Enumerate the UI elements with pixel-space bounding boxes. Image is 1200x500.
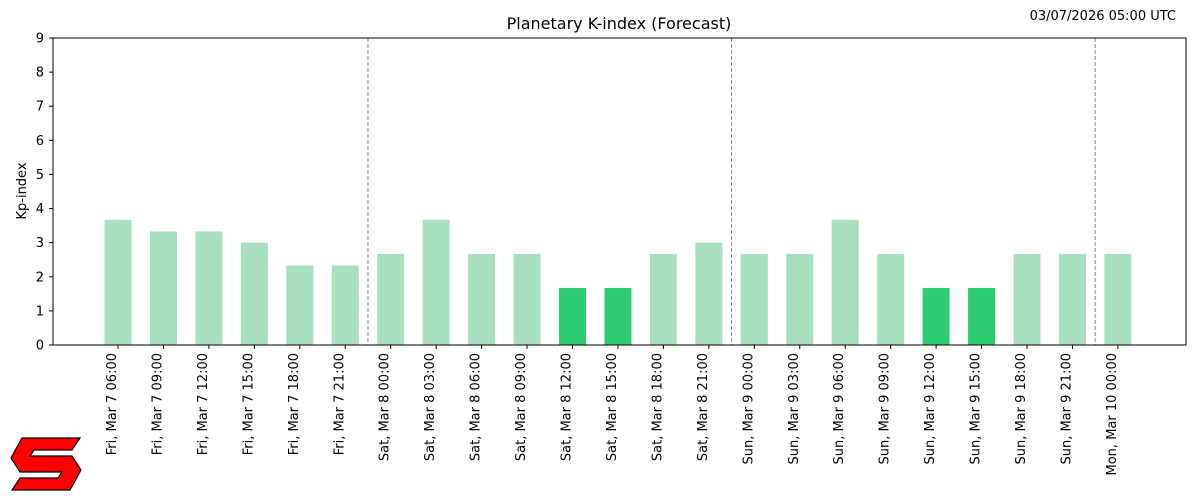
chart-title: Planetary K-index (Forecast) — [507, 14, 732, 33]
y-axis-label: Kp-index — [15, 162, 30, 219]
bar — [740, 253, 768, 345]
x-tick-label: Sun, Mar 9 09:00 — [878, 353, 893, 465]
red-s-logo-icon — [10, 437, 82, 491]
x-tick-label: Sun, Mar 9 00:00 — [741, 353, 756, 465]
x-axis: Fri, Mar 7 06:00 Fri, Mar 7 09:00 Fri, Mar… — [105, 345, 1120, 475]
bar — [149, 231, 177, 345]
bar — [331, 265, 359, 345]
bar — [286, 265, 314, 345]
bar — [104, 219, 132, 345]
x-tick-label: Sat, Mar 8 21:00 — [696, 353, 711, 461]
day-dividers — [367, 38, 1096, 345]
x-tick-label: Sun, Mar 9 18:00 — [1014, 353, 1029, 465]
bar — [513, 253, 541, 345]
bar — [377, 253, 405, 345]
bar — [240, 242, 268, 345]
x-tick-label: Sat, Mar 8 06:00 — [469, 353, 484, 461]
bar — [195, 231, 223, 345]
y-tick-label: 4 — [36, 202, 44, 217]
x-tick-label: Sat, Mar 8 09:00 — [514, 353, 529, 461]
y-tick-label: 6 — [36, 134, 44, 149]
x-tick-label: Sat, Mar 8 15:00 — [605, 353, 620, 461]
bar — [1013, 253, 1041, 345]
x-tick-label: Sat, Mar 8 18:00 — [650, 353, 665, 461]
x-tick-label: Sun, Mar 9 12:00 — [923, 353, 938, 465]
bar — [604, 288, 632, 345]
x-tick-label: Fri, Mar 7 06:00 — [105, 353, 120, 455]
x-tick-label: Sun, Mar 9 21:00 — [1059, 353, 1074, 465]
bar — [695, 242, 723, 345]
x-tick-label: Sat, Mar 8 12:00 — [560, 353, 575, 461]
bar — [468, 253, 496, 345]
plot-frame — [52, 37, 1187, 346]
forecast-timestamp: 03/07/2026 05:00 UTC — [1029, 9, 1176, 24]
bar — [559, 288, 586, 345]
x-tick-label: Fri, Mar 7 18:00 — [287, 353, 302, 455]
x-tick-label: Sun, Mar 9 06:00 — [832, 353, 847, 465]
x-tick-label: Fri, Mar 7 12:00 — [196, 353, 211, 455]
y-tick-label: 2 — [36, 270, 44, 285]
bar — [422, 219, 450, 345]
y-tick-label: 1 — [36, 304, 44, 319]
y-tick-label: 0 — [36, 339, 44, 354]
y-tick-label: 7 — [36, 100, 44, 115]
bar — [877, 253, 905, 345]
bar — [968, 288, 996, 345]
bar — [786, 253, 814, 345]
bar — [922, 288, 950, 345]
x-tick-label: Sun, Mar 9 15:00 — [969, 353, 984, 465]
y-tick-label: 9 — [36, 32, 44, 47]
bar — [1104, 253, 1132, 345]
x-tick-label: Sun, Mar 9 03:00 — [787, 353, 802, 465]
bar — [831, 219, 859, 345]
bars — [104, 219, 1132, 345]
x-tick-label: Fri, Mar 7 21:00 — [332, 353, 347, 455]
x-tick-label: Sat, Mar 8 00:00 — [378, 353, 393, 461]
y-tick-label: 3 — [36, 236, 44, 251]
x-tick-label: Sat, Mar 8 03:00 — [423, 353, 438, 461]
x-tick-label: Mon, Mar 10 00:00 — [1105, 353, 1120, 475]
y-tick-label: 5 — [36, 168, 44, 183]
y-axis: 0 1 2 3 4 5 6 7 8 9 — [36, 32, 53, 354]
x-tick-label: Fri, Mar 7 15:00 — [241, 353, 256, 455]
bar — [649, 253, 677, 345]
y-tick-label: 8 — [36, 66, 44, 81]
bar — [1058, 253, 1086, 345]
x-tick-label: Fri, Mar 7 09:00 — [150, 353, 165, 455]
